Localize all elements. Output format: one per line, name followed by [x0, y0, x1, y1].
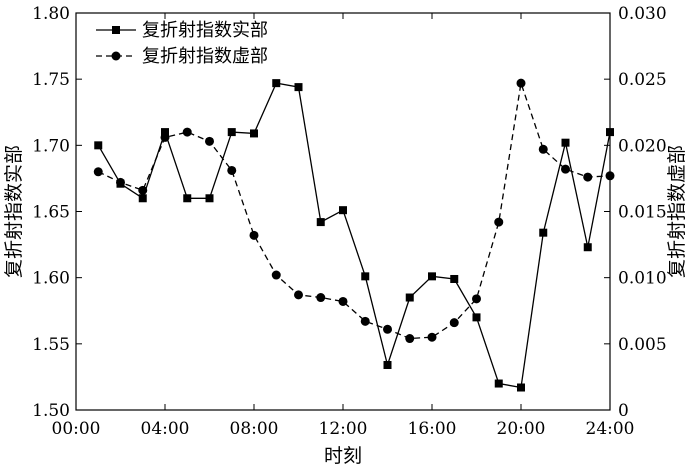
x-tick-label: 00:00	[52, 419, 101, 439]
x-tick-label: 20:00	[497, 419, 546, 439]
data-point-imag	[160, 132, 170, 142]
legend-marker-circle-icon	[111, 51, 121, 61]
legend: 复折射指数实部 复折射指数虚部	[96, 20, 268, 67]
data-point-real	[161, 128, 169, 137]
data-point-imag	[360, 316, 370, 326]
x-axis-label: 时刻	[324, 445, 362, 467]
data-point-imag	[316, 293, 326, 303]
data-point-real	[450, 274, 459, 283]
data-point-real	[138, 194, 147, 203]
x-tick-label: 24:00	[586, 419, 635, 439]
data-point-imag	[338, 296, 348, 306]
data-point-imag	[561, 164, 570, 174]
data-point-imag	[494, 217, 504, 227]
data-point-real	[339, 206, 347, 215]
data-point-imag	[538, 144, 548, 154]
x-tick-label: 08:00	[230, 419, 279, 439]
data-point-imag	[472, 294, 481, 304]
data-point-imag	[405, 334, 415, 344]
y-tick-label-right: 0.005	[618, 335, 667, 355]
data-point-imag	[227, 165, 237, 175]
y-tick-label-left: 1.50	[32, 401, 70, 421]
y-tick-label-right: 0	[618, 401, 629, 421]
data-point-imag	[138, 185, 148, 195]
data-point-real	[561, 138, 570, 147]
legend-label-real: 复折射指数实部	[142, 20, 268, 41]
y-axis-label-right: 复折射指数虚部	[666, 145, 688, 278]
data-point-real	[405, 293, 414, 302]
series-line-real	[97, 82, 611, 389]
data-point-real	[183, 194, 192, 203]
data-point-real	[272, 79, 281, 88]
y-tick-label-left: 1.80	[32, 4, 70, 24]
y-tick-label-left: 1.55	[32, 335, 70, 355]
x-tick-label: 16:00	[408, 419, 457, 439]
data-point-real	[383, 361, 392, 370]
data-point-real	[517, 383, 525, 392]
y-tick-label-right: 0.030	[618, 4, 667, 24]
data-point-imag	[116, 177, 125, 187]
y-tick-label-right: 0.025	[618, 70, 667, 90]
data-point-real	[361, 272, 370, 281]
data-point-imag	[205, 136, 214, 146]
legend-label-imag: 复折射指数虚部	[142, 46, 268, 67]
y-tick-label-left: 1.75	[32, 70, 70, 90]
data-point-imag	[294, 290, 303, 300]
data-point-real	[316, 218, 325, 227]
data-point-imag	[249, 230, 259, 240]
y-tick-label-left: 1.60	[32, 269, 70, 289]
y-axis-label-left: 复折射指数实部	[3, 145, 25, 278]
y-tick-label-left: 1.65	[32, 203, 70, 223]
data-point-imag	[182, 127, 192, 137]
data-point-imag	[93, 167, 103, 177]
data-point-imag	[427, 332, 437, 342]
data-point-real	[428, 272, 436, 281]
y-tick-label-right: 0.015	[618, 203, 667, 223]
y-tick-label-right: 0.010	[618, 269, 667, 289]
plot-content	[93, 78, 615, 392]
x-tick-label: 12:00	[319, 419, 368, 439]
data-point-real	[205, 194, 214, 203]
data-point-imag	[516, 78, 526, 88]
x-tick-label: 04:00	[141, 419, 190, 439]
data-point-real	[294, 83, 303, 92]
ticks-layer: 00:00 04:00 08:00 12:00 16:00 20:00 24:00 1.50 1…	[32, 4, 667, 439]
data-point-imag	[449, 318, 459, 328]
data-point-real	[494, 379, 503, 388]
data-point-imag	[271, 270, 281, 280]
legend-marker-square-icon	[112, 26, 120, 34]
data-point-real	[250, 129, 258, 138]
data-point-real	[94, 141, 103, 150]
data-point-real	[583, 243, 592, 252]
data-point-real	[539, 228, 548, 237]
y-tick-label-right: 0.020	[618, 136, 667, 156]
data-point-real	[472, 313, 481, 322]
data-point-imag	[383, 324, 392, 334]
data-point-imag	[583, 172, 593, 182]
y-tick-label-left: 1.70	[32, 136, 70, 156]
data-point-real	[227, 128, 236, 137]
